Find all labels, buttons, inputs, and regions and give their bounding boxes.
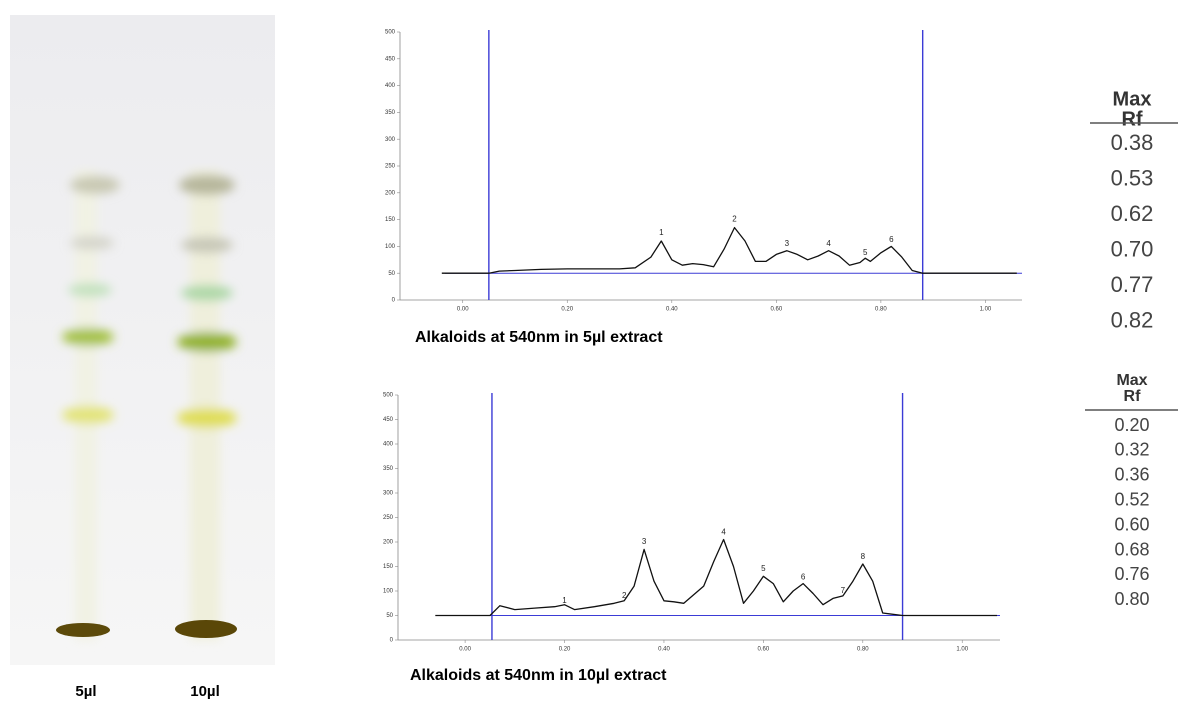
table-cell: 0.32 bbox=[1114, 440, 1149, 460]
y-tick-label: 0 bbox=[390, 638, 394, 644]
table-cell: 0.52 bbox=[1114, 489, 1149, 509]
peak-label: 7 bbox=[841, 586, 846, 595]
peak-label: 6 bbox=[801, 572, 806, 581]
y-tick-label: 450 bbox=[385, 56, 396, 62]
y-tick-label: 250 bbox=[385, 164, 396, 170]
table-cell: 0.36 bbox=[1114, 465, 1149, 485]
table-header: Max bbox=[1116, 372, 1147, 389]
table-cell: 0.53 bbox=[1111, 165, 1154, 190]
peak-label: 4 bbox=[826, 239, 831, 248]
trace bbox=[435, 538, 997, 617]
y-tick-label: 100 bbox=[385, 244, 396, 250]
x-tick-label: 0.20 bbox=[561, 307, 573, 313]
table-cell: 0.76 bbox=[1114, 564, 1149, 584]
lane-label: 10µl bbox=[190, 683, 220, 700]
table-cell: 0.68 bbox=[1114, 539, 1149, 559]
x-tick-label: 0.80 bbox=[875, 307, 887, 313]
band bbox=[181, 285, 233, 301]
peak-label: 6 bbox=[889, 235, 894, 244]
x-tick-label: 1.00 bbox=[980, 307, 992, 313]
y-tick-label: 50 bbox=[388, 271, 395, 277]
band bbox=[70, 236, 114, 250]
y-tick-label: 500 bbox=[385, 30, 396, 36]
peak-label: 4 bbox=[721, 527, 726, 536]
table-cell: 0.60 bbox=[1114, 514, 1149, 534]
tlc-plate: 5µl 10µl bbox=[10, 15, 275, 700]
y-tick-label: 250 bbox=[383, 515, 394, 521]
peak-label: 2 bbox=[732, 215, 737, 224]
chart-title: Alkaloids at 540nm in 5µl extract bbox=[415, 329, 663, 346]
lane-label: 5µl bbox=[75, 683, 96, 700]
x-tick-label: 0.00 bbox=[457, 307, 469, 313]
y-tick-label: 450 bbox=[383, 417, 394, 423]
band bbox=[68, 283, 112, 297]
y-tick-label: 500 bbox=[383, 393, 394, 399]
y-tick-label: 400 bbox=[385, 83, 396, 89]
peak-label: 3 bbox=[642, 537, 647, 546]
x-tick-label: 0.40 bbox=[666, 307, 678, 313]
table-cell: 0.77 bbox=[1111, 272, 1154, 297]
table-cell: 0.62 bbox=[1111, 201, 1154, 226]
y-tick-label: 300 bbox=[383, 491, 394, 497]
y-tick-label: 50 bbox=[386, 613, 393, 619]
band bbox=[177, 332, 237, 352]
x-tick-label: 0.60 bbox=[770, 307, 782, 313]
band bbox=[62, 406, 114, 424]
band bbox=[177, 408, 237, 428]
band bbox=[62, 328, 114, 346]
y-tick-label: 350 bbox=[383, 466, 394, 472]
origin-spot bbox=[175, 620, 237, 638]
peak-label: 3 bbox=[785, 239, 790, 248]
origin-spot bbox=[56, 623, 110, 637]
bands bbox=[62, 170, 237, 640]
band bbox=[179, 175, 235, 195]
y-tick-label: 100 bbox=[383, 589, 394, 595]
x-tick-label: 0.80 bbox=[857, 647, 869, 653]
x-tick-label: 0.40 bbox=[658, 647, 670, 653]
y-tick-label: 150 bbox=[385, 217, 396, 223]
table-header: Rf bbox=[1124, 388, 1142, 405]
peak-label: 5 bbox=[761, 564, 766, 573]
x-tick-label: 0.60 bbox=[758, 647, 770, 653]
table-cell: 0.70 bbox=[1111, 236, 1154, 261]
table-cell: 0.82 bbox=[1111, 307, 1154, 332]
peak-label: 1 bbox=[562, 596, 567, 605]
x-tick-label: 0.20 bbox=[559, 647, 571, 653]
table-header: Max bbox=[1113, 88, 1152, 110]
y-tick-label: 200 bbox=[383, 540, 394, 546]
peak-label: 2 bbox=[622, 591, 627, 600]
y-tick-label: 350 bbox=[385, 110, 396, 116]
table-cell: 0.20 bbox=[1114, 415, 1149, 435]
y-tick-label: 150 bbox=[383, 564, 394, 570]
y-tick-label: 0 bbox=[392, 298, 396, 304]
table-cell: 0.80 bbox=[1114, 589, 1149, 609]
y-tick-label: 300 bbox=[385, 137, 396, 143]
peak-label: 8 bbox=[861, 552, 866, 561]
y-tick-label: 400 bbox=[383, 442, 394, 448]
band bbox=[181, 237, 233, 253]
chart-title: Alkaloids at 540nm in 10µl extract bbox=[410, 667, 667, 684]
table-header: Rf bbox=[1121, 108, 1142, 130]
band bbox=[70, 176, 120, 194]
peak-label: 5 bbox=[863, 248, 868, 257]
y-tick-label: 200 bbox=[385, 190, 396, 196]
table-cell: 0.38 bbox=[1111, 130, 1154, 155]
x-tick-label: 0.00 bbox=[459, 647, 471, 653]
trace bbox=[441, 226, 1017, 274]
peak-label: 1 bbox=[659, 228, 664, 237]
x-tick-label: 1.00 bbox=[956, 647, 968, 653]
